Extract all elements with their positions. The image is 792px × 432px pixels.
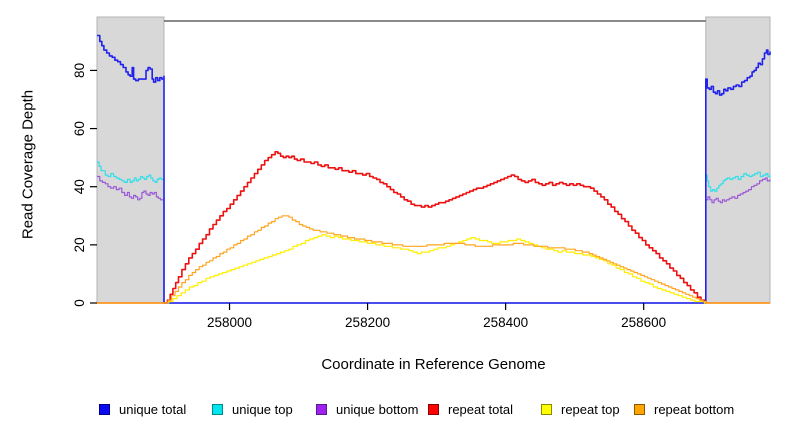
legend-swatch-icon — [316, 403, 327, 415]
legend-label: unique top — [232, 401, 293, 417]
legend-swatch-icon — [99, 403, 110, 415]
y-tick-label: 40 — [72, 179, 87, 194]
chart-legend: unique total unique top unique bottom repea… — [0, 399, 792, 421]
legend-item-repeat-bottom: repeat bottom — [634, 399, 734, 419]
legend-label: repeat bottom — [654, 401, 735, 417]
x-axis-title: Coordinate in Reference Genome — [321, 356, 546, 373]
y-tick-label: 60 — [72, 121, 87, 136]
masked-region — [705, 16, 771, 304]
masked-region — [96, 16, 165, 304]
legend-item-unique-top: unique top — [212, 399, 293, 419]
legend-label: unique total — [119, 401, 187, 417]
series-repeat-bottom — [97, 215, 770, 304]
legend-label: unique bottom — [336, 401, 419, 417]
legend-item-repeat-top: repeat top — [541, 399, 620, 419]
y-tick-label: 20 — [72, 237, 87, 252]
legend-item-unique-bottom: unique bottom — [316, 399, 418, 419]
series-repeat-total — [97, 151, 770, 304]
legend-item-unique-total: unique total — [99, 399, 186, 419]
y-axis-title: Read Coverage Depth — [19, 89, 37, 240]
legend-swatch-icon — [634, 403, 645, 415]
series-unique-total — [97, 34, 771, 304]
legend-swatch-icon — [541, 403, 552, 415]
legend-label: repeat total — [448, 401, 514, 417]
x-tick-label: 258600 — [621, 315, 666, 330]
series-repeat-top — [97, 234, 770, 304]
series-unique-top — [97, 161, 771, 304]
legend-swatch-icon — [428, 403, 439, 415]
legend-label: repeat top — [561, 401, 620, 417]
y-tick-label: 0 — [72, 299, 87, 307]
x-tick-label: 258000 — [207, 315, 252, 330]
legend-item-repeat-total: repeat total — [428, 399, 513, 419]
x-tick-label: 258400 — [483, 315, 528, 330]
y-tick-label: 80 — [72, 63, 87, 78]
legend-swatch-icon — [212, 403, 223, 415]
x-tick-label: 258200 — [345, 315, 390, 330]
